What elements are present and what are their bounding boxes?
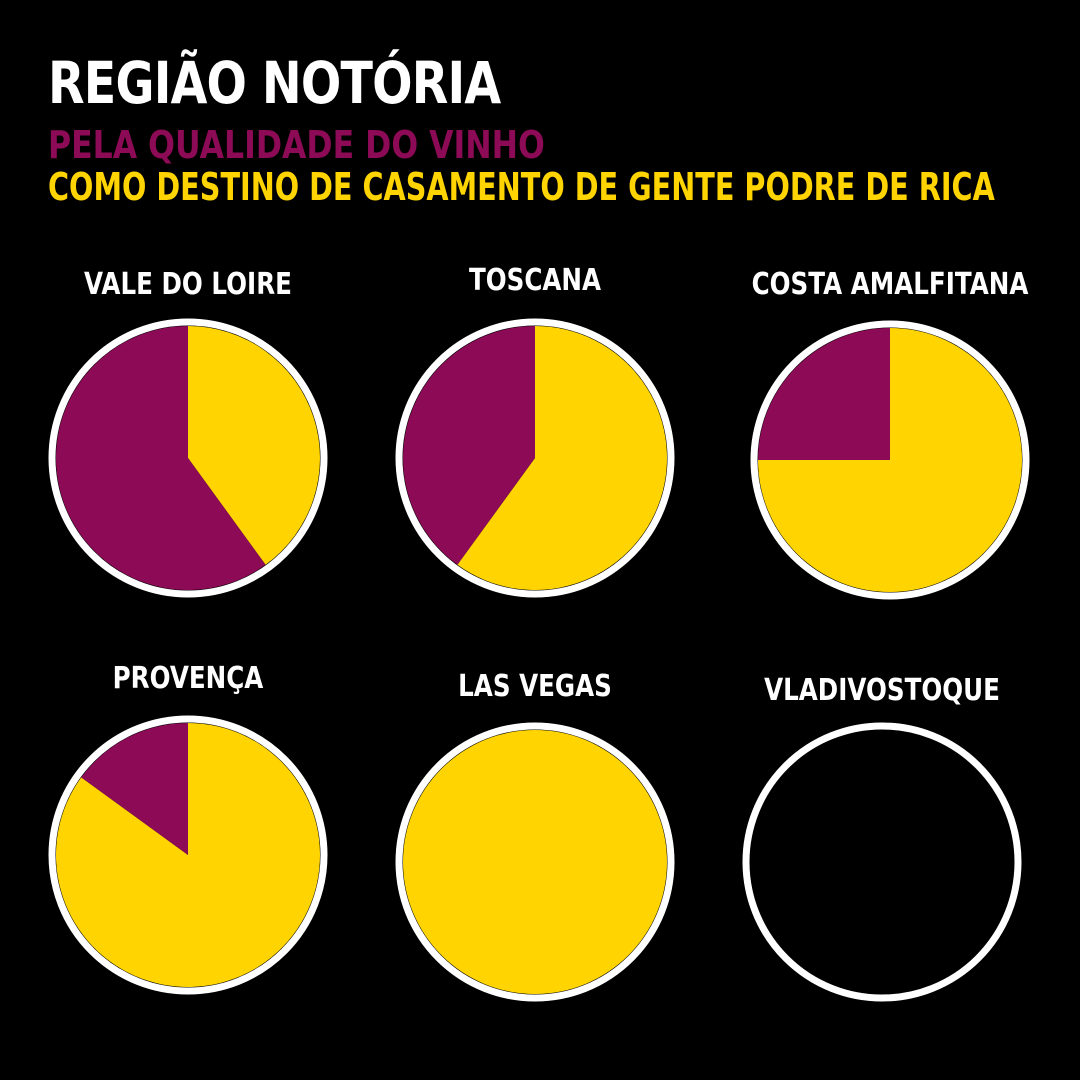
pie-label-toscana: TOSCANA xyxy=(469,264,602,298)
pie-vale-do-loire: VALE DO LOIRE xyxy=(48,268,328,598)
slice-toscana-wine xyxy=(402,325,535,565)
pie-toscana: TOSCANA xyxy=(395,264,675,598)
pie-label-vale-do-loire: VALE DO LOIRE xyxy=(84,268,292,302)
chart-title: REGIÃO NOTÓRIA xyxy=(48,49,501,117)
pie-costa-amalfitana: COSTA AMALFITANA xyxy=(750,268,1030,600)
pie-outline-las-vegas xyxy=(395,722,675,1002)
slice-las-vegas-wedding xyxy=(403,730,667,994)
pie-las-vegas: LAS VEGAS xyxy=(395,670,675,1002)
slice-toscana-wedding xyxy=(457,326,667,590)
legend-wedding-destination: COMO DESTINO DE CASAMENTO DE GENTE PODRE… xyxy=(48,165,995,209)
slice-provenca-wedding xyxy=(55,723,320,988)
slice-vale-do-loire-wedding xyxy=(188,326,321,565)
pie-outline-costa-amalfitana xyxy=(750,320,1030,600)
pie-outline-toscana xyxy=(395,318,675,598)
pie-outline-provenca xyxy=(48,715,328,995)
pie-label-costa-amalfitana: COSTA AMALFITANA xyxy=(752,268,1029,302)
pie-provenca: PROVENÇA xyxy=(48,662,328,995)
pie-outline-vladivostoque xyxy=(742,722,1022,1002)
slice-vale-do-loire-wine xyxy=(56,326,266,590)
pie-label-vladivostoque: VLADIVOSTOQUE xyxy=(764,674,1000,708)
pie-outline-vale-do-loire xyxy=(48,318,328,598)
pie-label-las-vegas: LAS VEGAS xyxy=(458,670,612,704)
pie-vladivostoque: VLADIVOSTOQUE xyxy=(742,674,1022,1002)
legend-wine-quality: PELA QUALIDADE DO VINHO xyxy=(48,123,545,167)
pie-label-provenca: PROVENÇA xyxy=(113,662,264,696)
slice-costa-amalfitana-wine xyxy=(758,328,890,460)
slice-provenca-wine xyxy=(81,723,188,855)
